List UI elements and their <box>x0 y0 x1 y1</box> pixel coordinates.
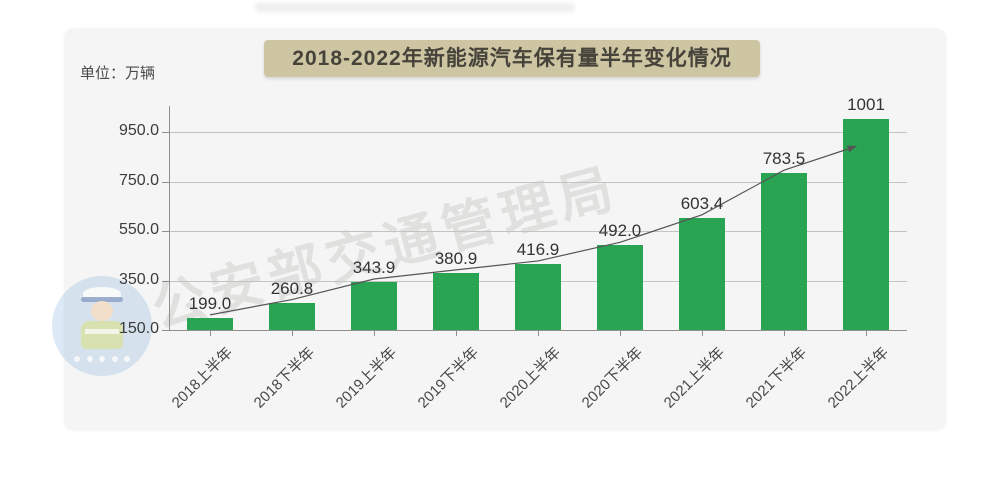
y-tick-mark <box>162 132 169 133</box>
x-tick-mark <box>702 331 703 336</box>
y-tick-label: 750.0 <box>118 171 159 189</box>
police-vest-icon <box>81 321 123 349</box>
bar <box>433 272 479 330</box>
police-vest-stripe-icon <box>85 329 119 334</box>
x-axis-label: 2018上半年 <box>168 344 237 412</box>
x-axis-label: 2022上半年 <box>824 344 893 412</box>
x-tick-mark <box>374 331 375 336</box>
y-tick-mark <box>162 181 169 183</box>
bar-value-label: 343.9 <box>352 258 396 277</box>
bar <box>843 119 889 330</box>
x-tick-mark <box>538 331 539 336</box>
bar <box>515 263 561 330</box>
bar-value-label: 492.0 <box>598 221 642 241</box>
bar-value-label: 416.9 <box>516 239 560 259</box>
badge-circle-icon <box>52 276 152 376</box>
x-axis-label: 2020上半年 <box>496 344 565 412</box>
x-tick-mark <box>456 331 457 336</box>
watermark-badge <box>52 276 152 376</box>
bar-value-label: 199.0 <box>188 293 232 313</box>
chart-title: 2018-2022年新能源汽车保有量半年变化情况 <box>292 47 732 70</box>
x-axis-label: 2019上半年 <box>332 344 401 412</box>
y-axis-line <box>169 106 170 331</box>
bar-value-label: 1001 <box>847 95 885 115</box>
police-hat-icon <box>83 287 121 300</box>
police-face-icon <box>91 301 113 321</box>
x-axis-label: 2019下半年 <box>414 344 483 412</box>
x-tick-mark <box>784 331 785 336</box>
x-tick-mark <box>210 331 211 336</box>
bar <box>597 245 643 330</box>
x-axis-label: 2021下半年 <box>742 344 811 412</box>
bar <box>761 173 807 330</box>
police-hat-brim-icon <box>81 297 123 302</box>
badge-dots-icon <box>74 356 130 362</box>
bar <box>269 302 315 330</box>
y-tick-mark <box>162 280 169 282</box>
x-axis-label: 2020下半年 <box>578 344 647 412</box>
bar-value-label: 783.5 <box>762 149 806 169</box>
x-axis-line <box>169 330 907 331</box>
y-tick-mark <box>162 231 169 232</box>
bar <box>351 282 397 330</box>
x-axis-label: 2018下半年 <box>250 344 319 412</box>
x-tick-mark <box>292 331 293 336</box>
bar-value-label: 260.8 <box>270 278 314 298</box>
bar-value-label: 603.4 <box>680 193 724 213</box>
chart-card: 2018-2022年新能源汽车保有量半年变化情况 单位：万辆 公安部交通管理局 … <box>52 28 946 430</box>
y-tick-label: 150.0 <box>118 320 159 337</box>
x-tick-mark <box>866 331 867 336</box>
x-tick-mark <box>620 331 621 336</box>
chart-title-banner: 2018-2022年新能源汽车保有量半年变化情况 <box>264 40 760 77</box>
x-axis-label: 2021上半年 <box>660 344 729 412</box>
unit-label: 单位：万辆 <box>80 65 156 82</box>
y-tick-label: 550.0 <box>118 221 159 238</box>
bar <box>679 217 725 330</box>
bar <box>187 317 233 330</box>
gridline <box>170 132 907 133</box>
y-tick-mark <box>162 330 169 331</box>
y-tick-label: 350.0 <box>118 270 159 288</box>
top-artifact <box>255 3 575 12</box>
bar-value-label: 380.9 <box>434 248 478 268</box>
y-tick-label: 950.0 <box>118 122 159 139</box>
